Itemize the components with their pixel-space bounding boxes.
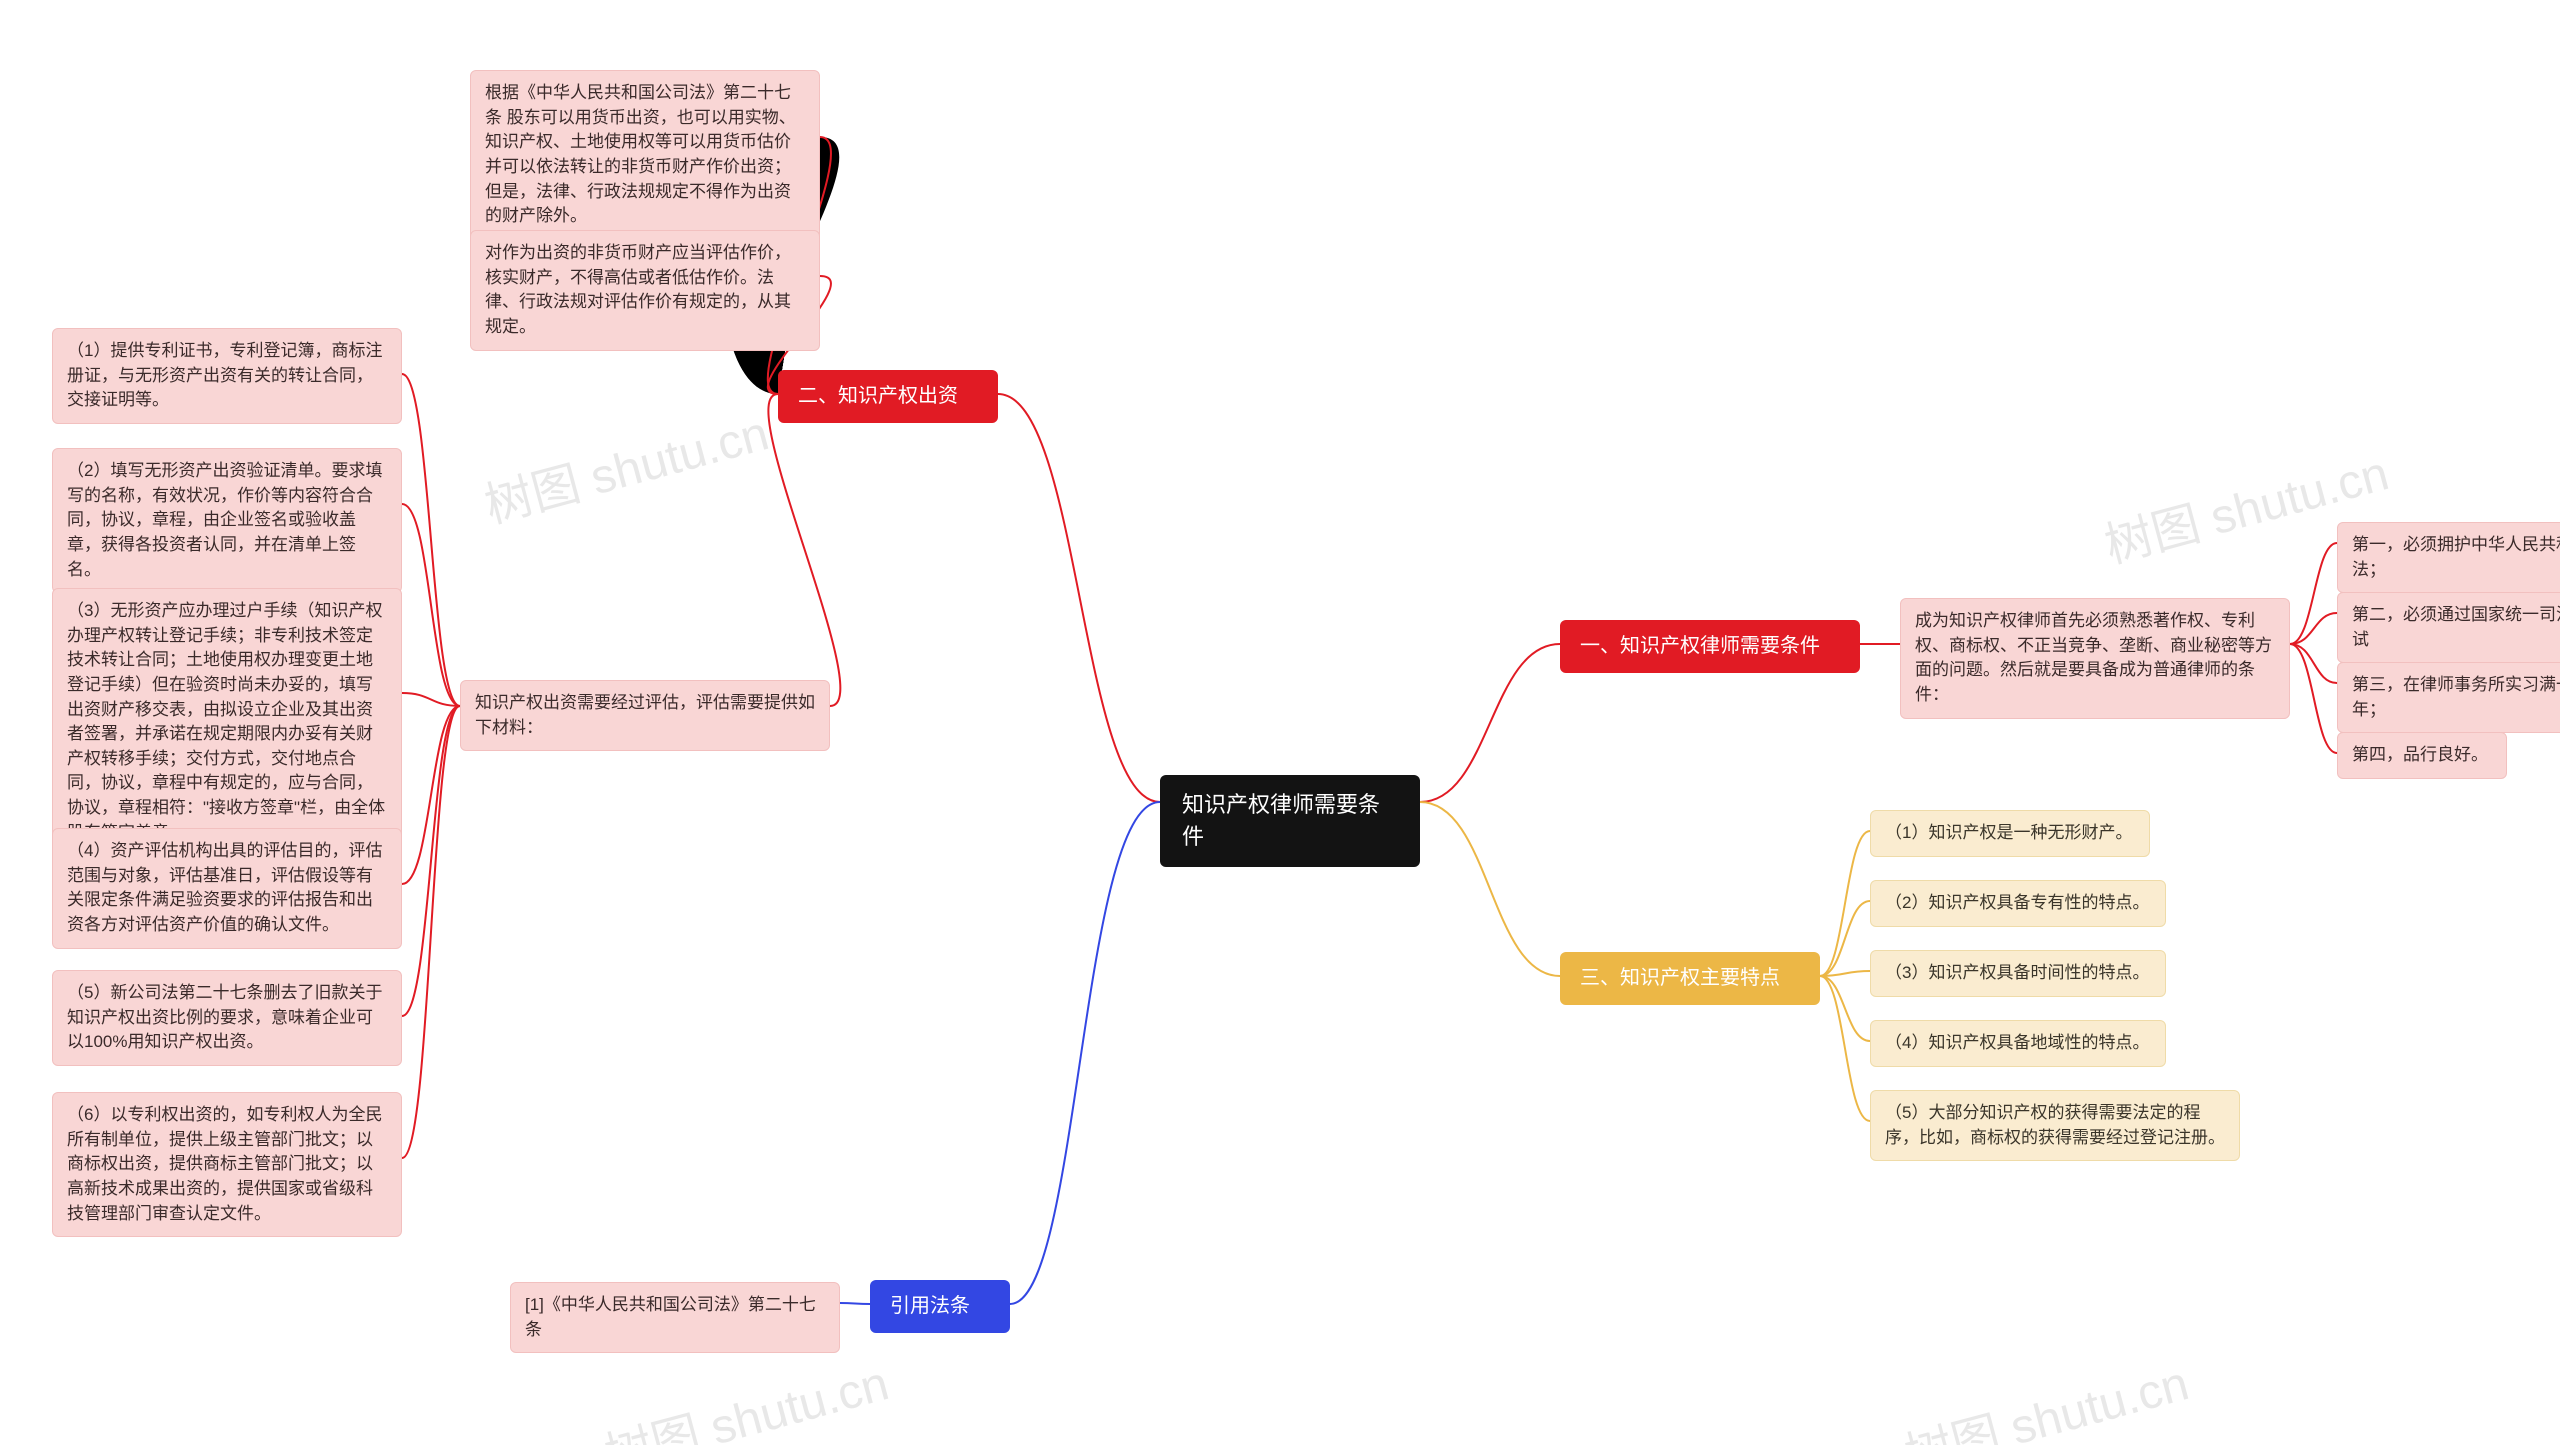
watermark: 树图 shutu.cn [1896, 1344, 2195, 1445]
b4-cite-1: [1]《中华人民共和国公司法》第二十七条 [510, 1282, 840, 1353]
mindmap-root[interactable]: 知识产权律师需要条件 [1160, 775, 1420, 867]
b2-mat-6: （6）以专利权出资的，如专利权人为全民所有制单位，提供上级主管部门批文；以商标权… [52, 1092, 402, 1237]
watermark: 树图 shutu.cn [596, 1344, 895, 1445]
b2-law-27: 根据《中华人民共和国公司法》第二十七条 股东可以用货币出资，也可以用实物、知识产… [470, 70, 820, 240]
branch-2-ip-contribution[interactable]: 二、知识产权出资 [778, 370, 998, 423]
b2-mat-5: （5）新公司法第二十七条删去了旧款关于知识产权出资比例的要求，意味着企业可以10… [52, 970, 402, 1066]
b1-req-3: 第三，在律师事务所实习满一年； [2337, 662, 2560, 733]
branch-1-lawyer-requirements[interactable]: 一、知识产权律师需要条件 [1560, 620, 1860, 673]
b2-mat-2: （2）填写无形资产出资验证清单。要求填写的名称，有效状况，作价等内容符合合同，协… [52, 448, 402, 593]
branch-3-ip-features[interactable]: 三、知识产权主要特点 [1560, 952, 1820, 1005]
b3-feat-5: （5）大部分知识产权的获得需要法定的程序，比如，商标权的获得需要经过登记注册。 [1870, 1090, 2240, 1161]
branch-4-citation[interactable]: 引用法条 [870, 1280, 1010, 1333]
b2-mat-4: （4）资产评估机构出具的评估目的，评估范围与对象，评估基准日，评估假设等有关限定… [52, 828, 402, 949]
b2-valuation: 对作为出资的非货币财产应当评估作价，核实财产，不得高估或者低估作价。法律、行政法… [470, 230, 820, 351]
b3-feat-1: （1）知识产权是一种无形财产。 [1870, 810, 2150, 857]
b1-req-1: 第一，必须拥护中华人民共和国宪法； [2337, 522, 2560, 593]
b2-mat-3: （3）无形资产应办理过户手续（知识产权办理产权转让登记手续；非专利技术签定技术转… [52, 588, 402, 856]
b2-mat-1: （1）提供专利证书，专利登记簿，商标注册证，与无形资产出资有关的转让合同，交接证… [52, 328, 402, 424]
b3-feat-4: （4）知识产权具备地域性的特点。 [1870, 1020, 2166, 1067]
b1-desc: 成为知识产权律师首先必须熟悉著作权、专利权、商标权、不正当竞争、垄断、商业秘密等… [1900, 598, 2290, 719]
b3-feat-2: （2）知识产权具备专有性的特点。 [1870, 880, 2166, 927]
b1-req-2: 第二，必须通过国家统一司法考试 [2337, 592, 2560, 663]
b1-req-4: 第四，品行良好。 [2337, 732, 2507, 779]
b2-materials-intro: 知识产权出资需要经过评估，评估需要提供如下材料： [460, 680, 830, 751]
watermark: 树图 shutu.cn [476, 394, 775, 537]
b3-feat-3: （3）知识产权具备时间性的特点。 [1870, 950, 2166, 997]
